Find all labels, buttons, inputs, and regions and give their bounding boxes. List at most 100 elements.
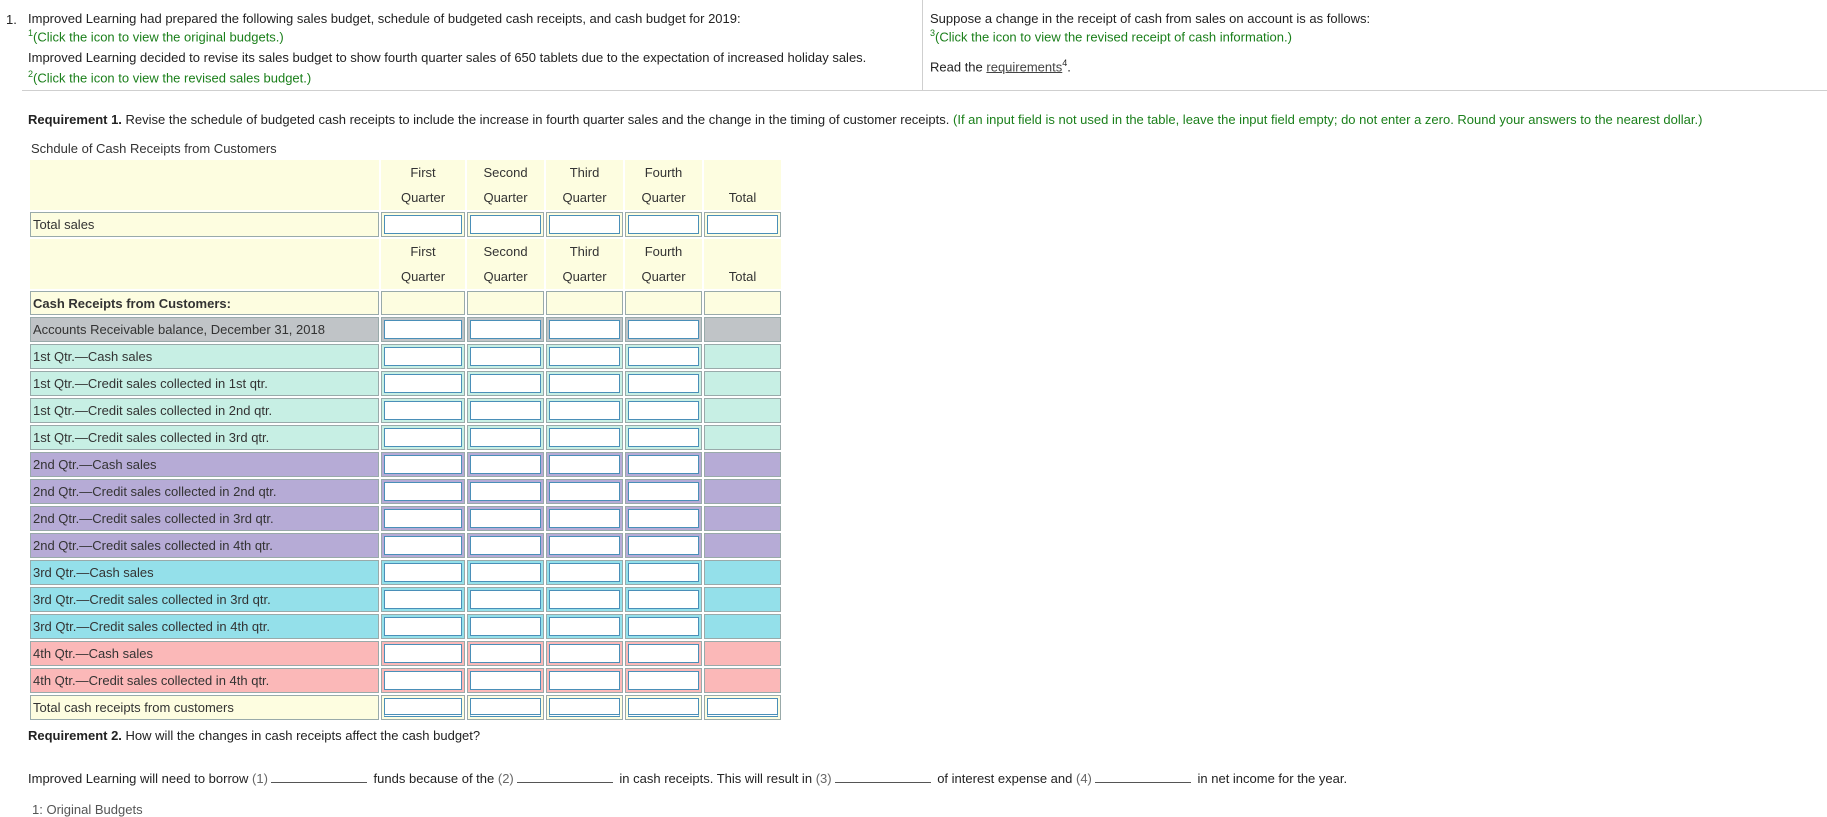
amount-input[interactable] <box>549 215 620 234</box>
amount-input[interactable] <box>470 347 541 366</box>
amount-input[interactable] <box>470 671 541 690</box>
amount-input[interactable] <box>549 428 620 447</box>
amount-input[interactable] <box>628 482 699 501</box>
value-cell <box>546 371 623 396</box>
amount-input[interactable] <box>470 401 541 420</box>
amount-input[interactable] <box>628 374 699 393</box>
amount-input[interactable] <box>549 401 620 420</box>
requirement-2-label: Requirement 2. <box>28 728 122 743</box>
value-cell <box>467 695 544 720</box>
value-cell <box>625 425 702 450</box>
amount-input[interactable] <box>384 644 462 663</box>
amount-input[interactable] <box>384 671 462 690</box>
amount-input[interactable] <box>628 698 699 717</box>
amount-input[interactable] <box>470 482 541 501</box>
amount-input[interactable] <box>549 347 620 366</box>
amount-input[interactable] <box>384 215 462 234</box>
amount-input[interactable] <box>384 401 462 420</box>
amount-input[interactable] <box>384 455 462 474</box>
amount-input[interactable] <box>628 563 699 582</box>
header-divider <box>22 90 1827 91</box>
amount-input[interactable] <box>470 617 541 636</box>
amount-input[interactable] <box>628 347 699 366</box>
blank-3-dropdown[interactable] <box>834 770 931 783</box>
amount-input[interactable] <box>384 536 462 555</box>
amount-input[interactable] <box>384 482 462 501</box>
amount-input[interactable] <box>549 320 620 339</box>
amount-input[interactable] <box>384 374 462 393</box>
amount-input[interactable] <box>384 590 462 609</box>
amount-input[interactable] <box>628 671 699 690</box>
amount-input[interactable] <box>549 374 620 393</box>
amount-input[interactable] <box>470 590 541 609</box>
blank-2-dropdown[interactable] <box>516 770 613 783</box>
sentence-part-1: Improved Learning will need to borrow <box>28 771 249 786</box>
amount-input[interactable] <box>470 428 541 447</box>
amount-input[interactable] <box>384 347 462 366</box>
amount-input[interactable] <box>549 455 620 474</box>
table-row: 2nd Qtr.—Credit sales collected in 3rd q… <box>30 506 781 531</box>
amount-input[interactable] <box>470 374 541 393</box>
amount-input[interactable] <box>628 320 699 339</box>
column-header-row: First Quarter Second Quarter Third Quarter Fou… <box>30 239 781 289</box>
amount-input[interactable] <box>549 509 620 528</box>
amount-input[interactable] <box>384 428 462 447</box>
amount-input[interactable] <box>707 698 778 717</box>
amount-input[interactable] <box>384 698 462 717</box>
requirements-link[interactable]: requirements <box>986 59 1063 75</box>
column-header-bottom: Quarter <box>400 269 446 284</box>
amount-input[interactable] <box>628 536 699 555</box>
amount-input[interactable] <box>470 320 541 339</box>
value-cell <box>546 668 623 693</box>
row-label: 3rd Qtr.—Cash sales <box>30 560 379 585</box>
table-row: 2nd Qtr.—Credit sales collected in 2nd q… <box>30 479 781 504</box>
amount-input[interactable] <box>470 215 541 234</box>
amount-input[interactable] <box>384 617 462 636</box>
amount-input[interactable] <box>628 455 699 474</box>
amount-input[interactable] <box>470 644 541 663</box>
amount-input[interactable] <box>549 590 620 609</box>
amount-input[interactable] <box>470 509 541 528</box>
original-budgets-link[interactable]: 1(Click the icon to view the original bu… <box>28 26 284 44</box>
amount-input[interactable] <box>470 455 541 474</box>
column-header-bottom: Quarter <box>483 269 528 284</box>
value-cell <box>381 560 465 585</box>
value-cell <box>467 533 544 558</box>
amount-input[interactable] <box>470 698 541 717</box>
amount-input[interactable] <box>549 644 620 663</box>
amount-input[interactable] <box>628 644 699 663</box>
table-row: Total sales <box>30 212 781 237</box>
amount-input[interactable] <box>549 482 620 501</box>
blank-1-dropdown[interactable] <box>270 770 367 783</box>
value-cell <box>467 452 544 477</box>
amount-input[interactable] <box>628 590 699 609</box>
amount-input[interactable] <box>470 563 541 582</box>
revised-sales-budget-link[interactable]: 2(Click the icon to view the revised sal… <box>28 67 311 85</box>
amount-input[interactable] <box>628 428 699 447</box>
amount-input[interactable] <box>549 671 620 690</box>
amount-input[interactable] <box>628 215 699 234</box>
column-header: First Quarter <box>381 160 465 210</box>
value-cell <box>467 587 544 612</box>
amount-input[interactable] <box>384 563 462 582</box>
amount-input[interactable] <box>549 698 620 717</box>
amount-input[interactable] <box>549 617 620 636</box>
amount-input[interactable] <box>628 509 699 528</box>
value-cell <box>467 398 544 423</box>
blank-4-dropdown[interactable] <box>1094 770 1191 783</box>
amount-input[interactable] <box>384 320 462 339</box>
amount-input[interactable] <box>628 401 699 420</box>
value-cell <box>704 344 781 369</box>
amount-input[interactable] <box>628 617 699 636</box>
amount-input[interactable] <box>470 536 541 555</box>
instructions-header: 1. Improved Learning had prepared the fo… <box>0 0 1827 92</box>
amount-input[interactable] <box>549 563 620 582</box>
value-cell <box>381 479 465 504</box>
revised-cash-info-link[interactable]: 3(Click the icon to view the revised rec… <box>930 26 1292 44</box>
value-cell <box>546 641 623 666</box>
amount-input[interactable] <box>384 509 462 528</box>
value-cell <box>625 212 702 237</box>
header-label-cell <box>30 239 379 289</box>
amount-input[interactable] <box>549 536 620 555</box>
amount-input[interactable] <box>707 215 778 234</box>
